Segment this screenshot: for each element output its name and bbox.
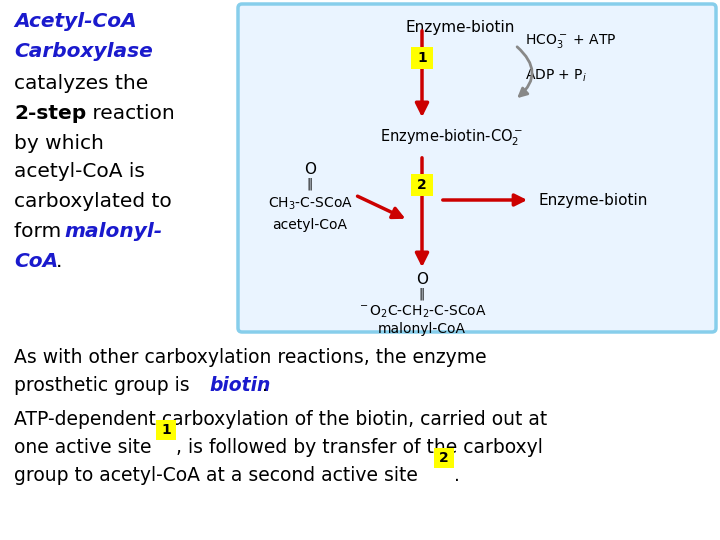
Text: Enzyme-biotin: Enzyme-biotin [538, 193, 647, 208]
Text: one active site: one active site [14, 438, 158, 457]
Text: .: . [56, 252, 63, 271]
Text: As with other carboxylation reactions, the enzyme: As with other carboxylation reactions, t… [14, 348, 487, 367]
Text: O: O [416, 272, 428, 287]
Text: 2: 2 [439, 451, 449, 465]
FancyBboxPatch shape [411, 47, 433, 69]
Text: group to acetyl-CoA at a second active site: group to acetyl-CoA at a second active s… [14, 466, 424, 485]
Text: Carboxylase: Carboxylase [14, 42, 153, 61]
Text: malonyl-CoA: malonyl-CoA [378, 322, 466, 336]
Text: ATP-dependent carboxylation of the biotin, carried out at: ATP-dependent carboxylation of the bioti… [14, 410, 547, 429]
FancyBboxPatch shape [411, 174, 433, 196]
Text: Enzyme-biotin: Enzyme-biotin [405, 20, 515, 35]
Text: 1: 1 [161, 423, 171, 437]
Text: malonyl-: malonyl- [64, 222, 162, 241]
Text: ‖: ‖ [419, 288, 425, 301]
Text: biotin: biotin [209, 376, 271, 395]
Text: .: . [262, 376, 268, 395]
FancyBboxPatch shape [156, 420, 176, 440]
Text: 2-step: 2-step [14, 104, 86, 123]
Text: acetyl-CoA is: acetyl-CoA is [14, 162, 145, 181]
Text: Enzyme-biotin-CO$_2^-$: Enzyme-biotin-CO$_2^-$ [380, 128, 523, 148]
Text: acetyl-CoA: acetyl-CoA [272, 218, 348, 232]
Text: , is followed by transfer of the carboxyl: , is followed by transfer of the carboxy… [176, 438, 543, 457]
Text: catalyzes the: catalyzes the [14, 74, 148, 93]
Text: 1: 1 [417, 51, 427, 65]
Text: O: O [304, 162, 316, 177]
Text: ADP + P$_i$: ADP + P$_i$ [525, 68, 587, 84]
Text: reaction: reaction [86, 104, 175, 123]
Text: .: . [454, 466, 460, 485]
Text: carboxylated to: carboxylated to [14, 192, 172, 211]
Text: by which: by which [14, 134, 104, 153]
Text: $^-$O$_2$C-CH$_2$-C-SCoA: $^-$O$_2$C-CH$_2$-C-SCoA [357, 304, 487, 320]
Text: CoA: CoA [14, 252, 58, 271]
Text: ‖: ‖ [307, 178, 313, 191]
Text: Acetyl-CoA: Acetyl-CoA [14, 12, 137, 31]
FancyBboxPatch shape [434, 448, 454, 468]
Text: form: form [14, 222, 68, 241]
Text: HCO$_3^-$ + ATP: HCO$_3^-$ + ATP [525, 32, 617, 50]
Text: prosthetic group is: prosthetic group is [14, 376, 196, 395]
Text: 2: 2 [417, 178, 427, 192]
Text: CH$_3$-C-SCoA: CH$_3$-C-SCoA [268, 196, 353, 212]
FancyBboxPatch shape [238, 4, 716, 332]
